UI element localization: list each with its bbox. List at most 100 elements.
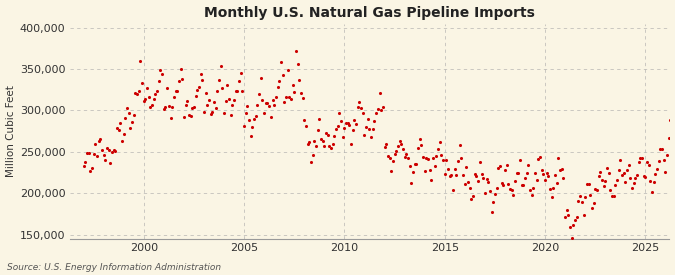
Point bbox=[583, 182, 594, 186]
Point bbox=[560, 214, 570, 219]
Point bbox=[110, 148, 121, 153]
Point bbox=[354, 100, 365, 104]
Point bbox=[261, 100, 271, 105]
Point bbox=[605, 188, 616, 192]
Point bbox=[623, 163, 634, 167]
Point bbox=[471, 174, 482, 178]
Point bbox=[495, 164, 506, 169]
Point bbox=[573, 199, 584, 204]
Point bbox=[371, 111, 381, 115]
Point bbox=[463, 180, 474, 184]
Point bbox=[184, 112, 194, 117]
Point bbox=[578, 213, 589, 217]
Point bbox=[456, 156, 467, 160]
Point bbox=[481, 177, 492, 181]
Point bbox=[650, 172, 661, 176]
Point bbox=[90, 142, 101, 146]
Point bbox=[642, 160, 653, 164]
Point bbox=[548, 186, 559, 191]
Point bbox=[555, 168, 566, 172]
Point bbox=[622, 168, 632, 172]
Point bbox=[437, 158, 448, 163]
Point bbox=[486, 210, 497, 214]
Point bbox=[392, 144, 403, 148]
Point bbox=[207, 110, 218, 114]
Point bbox=[178, 115, 189, 119]
Point bbox=[92, 154, 103, 158]
Point bbox=[210, 106, 221, 110]
Point bbox=[205, 112, 216, 116]
Point bbox=[175, 67, 186, 71]
Point bbox=[344, 123, 355, 128]
Point bbox=[414, 137, 425, 141]
Point bbox=[83, 150, 94, 155]
Point bbox=[640, 174, 651, 179]
Point bbox=[377, 105, 388, 109]
Point bbox=[670, 94, 675, 98]
Point bbox=[351, 122, 362, 127]
Point bbox=[177, 77, 188, 81]
Point bbox=[526, 193, 537, 198]
Point bbox=[637, 156, 647, 160]
Point bbox=[113, 128, 124, 132]
Point bbox=[188, 104, 199, 109]
Point bbox=[648, 180, 659, 184]
Point bbox=[299, 118, 310, 122]
Point bbox=[136, 81, 147, 86]
Point bbox=[458, 173, 468, 178]
Point bbox=[319, 144, 329, 148]
Point bbox=[391, 148, 402, 153]
Point bbox=[314, 117, 325, 121]
Point bbox=[418, 154, 429, 159]
Point bbox=[450, 167, 460, 171]
Point bbox=[155, 67, 166, 72]
Point bbox=[615, 158, 626, 162]
Point bbox=[600, 179, 611, 183]
Point bbox=[510, 179, 520, 183]
Point bbox=[524, 188, 535, 192]
Point bbox=[182, 99, 192, 103]
Point bbox=[335, 119, 346, 123]
Point bbox=[466, 197, 477, 201]
Point bbox=[322, 133, 333, 137]
Point bbox=[401, 152, 412, 156]
Point bbox=[185, 114, 196, 119]
Point bbox=[143, 95, 154, 99]
Point bbox=[498, 182, 509, 187]
Point bbox=[366, 135, 377, 139]
Point bbox=[86, 166, 97, 170]
Point bbox=[563, 213, 574, 217]
Point bbox=[431, 154, 441, 158]
Point bbox=[460, 182, 470, 186]
Point bbox=[607, 194, 618, 199]
Point bbox=[352, 105, 363, 109]
Point bbox=[468, 194, 479, 199]
Point bbox=[97, 148, 107, 152]
Point bbox=[242, 104, 253, 108]
Point bbox=[439, 172, 450, 176]
Point bbox=[292, 62, 303, 67]
Point bbox=[520, 176, 531, 180]
Point bbox=[289, 90, 300, 94]
Point bbox=[244, 118, 254, 122]
Point bbox=[374, 91, 385, 95]
Point bbox=[159, 106, 169, 111]
Point bbox=[118, 132, 129, 136]
Point bbox=[518, 183, 529, 187]
Point bbox=[284, 95, 294, 99]
Point bbox=[213, 78, 224, 82]
Point bbox=[426, 178, 437, 182]
Point bbox=[538, 172, 549, 177]
Point bbox=[132, 92, 142, 96]
Point bbox=[581, 182, 592, 186]
Point bbox=[80, 160, 90, 165]
Point bbox=[566, 235, 577, 240]
Point bbox=[140, 97, 151, 102]
Point bbox=[304, 140, 315, 145]
Point bbox=[478, 176, 489, 180]
Point bbox=[453, 159, 464, 163]
Point bbox=[93, 139, 104, 143]
Point bbox=[324, 144, 335, 148]
Point bbox=[587, 206, 597, 210]
Point bbox=[135, 59, 146, 63]
